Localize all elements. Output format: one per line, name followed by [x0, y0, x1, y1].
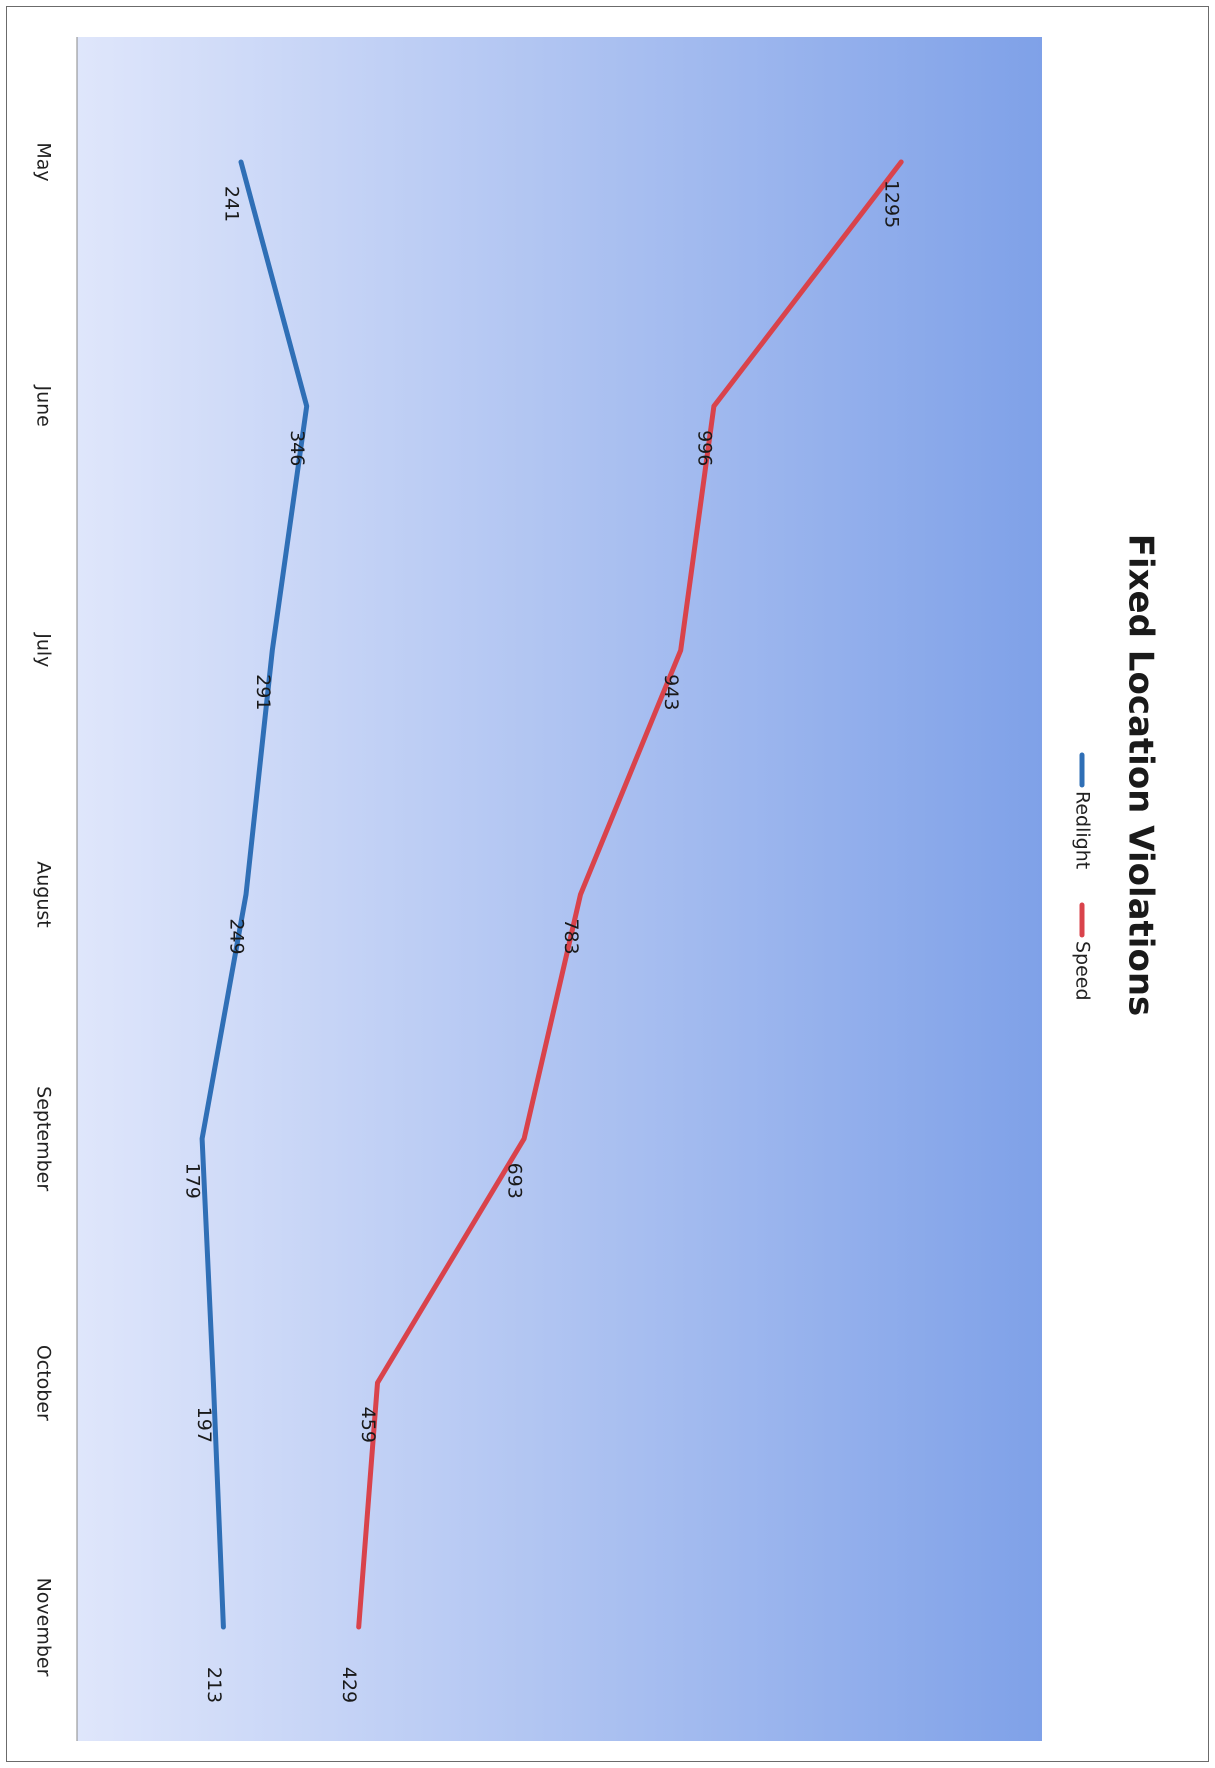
chart-frame: May June July August September October Novembe… [6, 6, 1209, 1762]
data-label-speed: 459 [357, 1407, 379, 1443]
plot-area-background [77, 37, 1042, 1741]
data-label-redlight: 213 [203, 1667, 225, 1703]
legend-label-speed: Speed [1072, 941, 1094, 1001]
data-label-speed: 693 [504, 1163, 526, 1199]
legend: Redlight Speed [1072, 752, 1094, 1001]
data-label-speed: 1295 [881, 180, 903, 228]
category-tick-label: November [33, 1578, 55, 1677]
category-tick-label: May [33, 142, 55, 181]
data-label-redlight: 249 [226, 918, 248, 954]
data-label-redlight: 291 [252, 674, 274, 710]
chart-title: Fixed Location Violations [1121, 534, 1161, 1017]
category-tick-label: June [33, 384, 55, 426]
category-tick-label: October [33, 1345, 55, 1421]
data-label-speed: 996 [693, 430, 715, 466]
chart-svg: May June July August September October Novembe… [33, 37, 1161, 1741]
series-line-redlight [199, 159, 310, 1630]
series-line-speed [356, 159, 904, 1630]
category-tick-label: September [33, 1086, 55, 1191]
data-label-redlight: 241 [221, 186, 243, 222]
data-label-speed: 429 [338, 1667, 360, 1703]
data-label-speed: 943 [660, 674, 682, 710]
data-label-redlight: 179 [182, 1163, 204, 1199]
category-tick-label: August [33, 861, 55, 928]
series-lines [199, 159, 904, 1630]
data-labels: 241 346 291 249 179 197 213 1295 996 943 783 693 459… [182, 180, 903, 1703]
category-tick-labels: May June July August September October Novembe… [33, 142, 55, 1676]
category-tick-label: July [33, 632, 55, 667]
data-label-redlight: 197 [193, 1407, 215, 1443]
legend-label-redlight: Redlight [1072, 791, 1094, 869]
data-label-redlight: 346 [286, 430, 308, 466]
data-label-speed: 783 [560, 918, 582, 954]
